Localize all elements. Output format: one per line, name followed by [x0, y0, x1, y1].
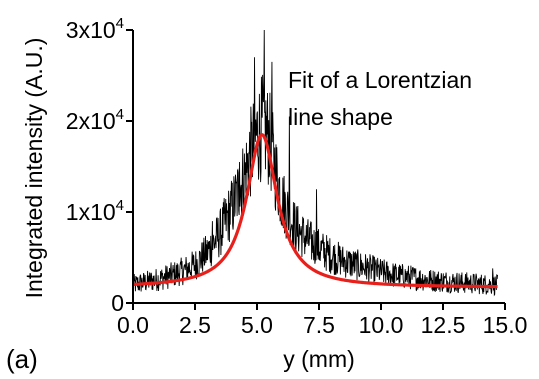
y-tick-exponent: 4	[116, 197, 124, 214]
plot-area	[132, 29, 499, 297]
y-tick-mantissa: 3x10	[66, 17, 116, 43]
x-tick-label: 15.0	[483, 312, 528, 338]
x-tick-label: 0.0	[117, 312, 149, 338]
x-tick-label: 12.5	[421, 312, 466, 338]
y-tick-exponent: 4	[116, 15, 124, 32]
y-tick-label: 1x104	[66, 197, 124, 225]
x-tick-label: 5.0	[241, 312, 273, 338]
y-tick-mantissa: 0	[111, 290, 124, 316]
y-tick-label: 0	[111, 290, 124, 316]
y-tick-label: 2x104	[66, 106, 124, 134]
x-tick-label: 2.5	[179, 312, 211, 338]
y-tick-mantissa: 1x10	[66, 199, 116, 225]
x-tick-label: 7.5	[303, 312, 335, 338]
y-tick-exponent: 4	[116, 106, 124, 123]
y-tick-label: 3x104	[66, 15, 124, 43]
data-series-line	[132, 29, 499, 297]
fit-annotation-line-2: line shape	[288, 104, 393, 130]
panel-label: (a)	[6, 344, 38, 374]
y-axis-title: Integrated intensity (A.U.)	[21, 38, 47, 299]
x-tick-label: 10.0	[359, 312, 404, 338]
lorentzian-fit-line	[132, 133, 499, 289]
fit-annotation-line-1: Fit of a Lorentzian	[288, 67, 472, 93]
x-axis-title: y (mm)	[283, 346, 355, 372]
y-tick-mantissa: 2x10	[66, 108, 116, 134]
